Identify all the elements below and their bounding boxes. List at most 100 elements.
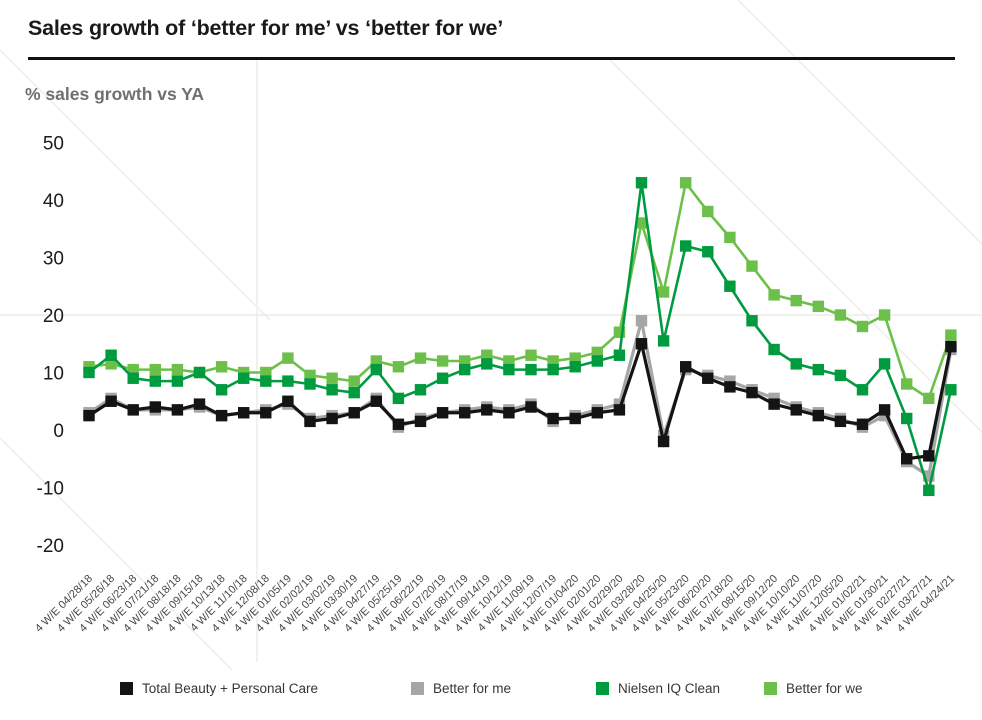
data-point-marker [635, 338, 648, 350]
data-point-marker [127, 363, 139, 376]
data-point-marker [392, 361, 405, 373]
data-point-marker [459, 407, 471, 419]
data-point-marker [149, 375, 161, 387]
data-point-marker [878, 409, 891, 422]
data-point-marker [238, 366, 250, 379]
data-point-marker [768, 289, 780, 301]
watermark-line [0, 49, 271, 321]
data-point-marker [392, 418, 405, 430]
data-point-marker [370, 395, 382, 407]
data-point-marker [414, 415, 427, 428]
data-point-marker [459, 355, 471, 367]
data-point-marker [635, 217, 648, 229]
data-point-marker [127, 372, 139, 384]
data-point-marker [613, 326, 626, 338]
data-point-marker [525, 349, 537, 361]
data-point-marker [547, 412, 559, 425]
data-point-marker [215, 409, 228, 422]
data-point-marker [790, 358, 802, 370]
y-axis-tick-label: -20 [37, 536, 64, 557]
data-point-marker [834, 415, 847, 428]
data-point-marker [105, 349, 117, 361]
data-point-marker [127, 404, 139, 416]
data-point-marker [348, 407, 360, 419]
data-point-marker [790, 294, 802, 307]
data-point-marker [613, 349, 626, 361]
data-point-marker [790, 404, 802, 416]
watermark-line [737, 0, 982, 245]
data-point-marker [657, 435, 670, 448]
data-point-marker [260, 407, 272, 419]
data-point-marker [613, 398, 626, 410]
data-point-marker [304, 378, 316, 390]
data-point-marker [238, 407, 250, 419]
data-point-marker [901, 378, 913, 390]
data-point-marker [923, 470, 935, 482]
data-point-marker [812, 300, 824, 313]
data-point-marker [702, 372, 714, 384]
data-point-marker [746, 260, 758, 272]
data-point-marker [569, 412, 581, 425]
legend-item: Better for we [764, 679, 863, 697]
data-point-marker [238, 372, 250, 384]
data-point-marker [901, 412, 913, 425]
series-better-for-we [83, 177, 957, 405]
data-point-marker [348, 386, 360, 399]
legend-swatch-icon [411, 681, 424, 695]
data-point-marker [326, 372, 338, 384]
data-point-marker [657, 286, 670, 298]
data-point-marker [569, 352, 581, 364]
legend-item: Total Beauty + Personal Care [120, 679, 318, 697]
data-point-marker [459, 363, 471, 376]
data-point-marker [193, 366, 206, 379]
data-point-marker [83, 366, 95, 379]
data-point-marker [105, 395, 117, 407]
legend-label: Total Beauty + Personal Care [142, 680, 318, 696]
data-point-marker [282, 375, 294, 387]
data-point-marker [724, 280, 736, 292]
data-point-marker [856, 384, 869, 396]
data-point-marker [149, 401, 161, 413]
legend-swatch-icon [764, 681, 777, 695]
legend-label: Nielsen IQ Clean [618, 680, 721, 696]
data-point-marker [945, 329, 957, 341]
series-line [88, 179, 953, 401]
data-point-marker [945, 384, 957, 396]
legend-item: Nielsen IQ Clean [596, 679, 720, 697]
data-point-marker [481, 349, 493, 361]
data-point-marker [215, 384, 228, 396]
data-point-marker [878, 358, 891, 370]
data-point-marker [878, 404, 891, 416]
data-point-marker [746, 315, 758, 327]
data-point-marker [414, 352, 427, 364]
data-point-marker [768, 392, 780, 405]
data-point-marker [702, 205, 714, 218]
data-point-marker [635, 315, 648, 327]
data-point-marker [436, 407, 449, 419]
data-point-marker [193, 398, 206, 410]
data-point-marker [635, 177, 648, 189]
data-point-marker [503, 355, 515, 367]
data-point-marker [702, 246, 714, 258]
data-point-marker [282, 352, 294, 364]
legend-swatch-icon [596, 681, 609, 695]
series-better-for-me [83, 315, 957, 482]
y-axis-tick-label: 50 [43, 134, 64, 155]
data-point-marker [746, 386, 758, 399]
data-point-marker [503, 407, 515, 419]
y-axis-tick-label: 0 [53, 421, 64, 442]
data-point-marker [171, 404, 184, 416]
data-point-marker [834, 309, 847, 321]
watermark-line [609, 59, 982, 433]
data-point-marker [370, 363, 382, 376]
data-point-marker [392, 392, 405, 405]
data-point-marker [923, 484, 935, 497]
y-axis-tick-label: 40 [43, 191, 64, 212]
data-point-marker [547, 355, 559, 367]
data-point-marker [171, 363, 184, 376]
series-total-beauty-personal-care [83, 337, 957, 465]
data-point-marker [878, 309, 891, 321]
legend-label: Better for me [433, 680, 512, 696]
data-point-marker [901, 453, 913, 465]
series-line [88, 320, 953, 479]
